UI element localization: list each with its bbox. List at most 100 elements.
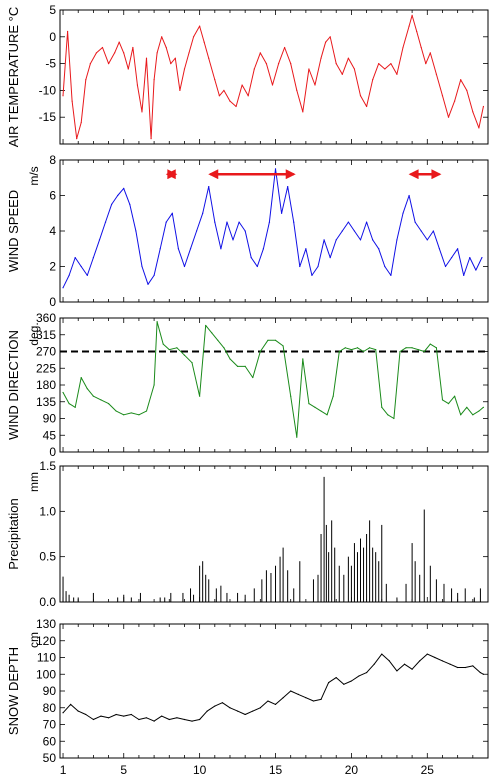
data-point <box>290 690 292 692</box>
data-point <box>417 349 419 351</box>
data-point <box>136 84 139 86</box>
data-point <box>129 203 131 205</box>
data-point <box>123 715 125 717</box>
series-line-snow_depth <box>62 653 484 722</box>
y-axis-label: SNOW DEPTH <box>6 647 21 735</box>
data-point <box>457 248 459 250</box>
data-point <box>145 410 148 412</box>
data-point <box>463 274 465 276</box>
data-point <box>317 265 319 268</box>
y-tick-label: 120 <box>36 634 56 648</box>
data-point <box>365 221 368 223</box>
data-point <box>132 46 134 49</box>
y-tick-label: 100 <box>36 667 56 681</box>
data-point <box>85 713 87 716</box>
data-point <box>238 221 240 223</box>
data-point <box>372 79 374 81</box>
data-point <box>192 36 195 38</box>
data-point <box>229 358 231 360</box>
data-point <box>74 257 76 259</box>
data-point <box>115 410 117 412</box>
data-point <box>329 257 331 259</box>
data-point <box>188 52 190 54</box>
data-point <box>62 95 64 97</box>
data-point <box>256 265 258 268</box>
data-point <box>405 347 407 349</box>
data-point <box>259 350 261 353</box>
data-point <box>435 347 437 349</box>
data-point <box>205 324 207 327</box>
data-point <box>183 68 186 70</box>
data-point <box>145 57 148 59</box>
data-point <box>472 414 474 416</box>
data-point <box>329 36 331 38</box>
data-point <box>447 116 450 118</box>
panel-wind_speed: 0 2 4 6 8 WIND SPEED m/s <box>6 153 489 309</box>
unit-label: m/s <box>27 166 41 185</box>
data-point <box>107 717 110 719</box>
data-point <box>425 63 427 65</box>
y-tick-label: 2 <box>49 260 56 274</box>
data-point <box>247 95 249 97</box>
data-point <box>297 693 299 695</box>
data-point <box>267 700 269 702</box>
x-tick-label: 20 <box>345 763 359 777</box>
y-tick-label: 80 <box>43 701 57 715</box>
panel-frame <box>59 9 489 145</box>
data-point <box>365 671 368 674</box>
data-point <box>183 354 186 356</box>
data-point <box>359 239 362 241</box>
data-point <box>268 221 271 223</box>
data-point <box>130 412 132 414</box>
data-point <box>217 339 219 341</box>
data-point <box>117 194 119 197</box>
data-point <box>356 347 359 349</box>
data-point <box>277 63 280 65</box>
data-point <box>347 57 349 59</box>
data-point <box>229 100 231 102</box>
data-point <box>365 105 368 108</box>
data-point <box>332 395 334 397</box>
data-point <box>202 212 204 214</box>
series-line-air_temperature <box>62 14 484 140</box>
data-point <box>274 339 277 341</box>
data-point <box>457 666 459 669</box>
data-point <box>211 332 213 334</box>
data-point <box>114 52 116 54</box>
y-tick-label: 315 <box>36 328 56 342</box>
unit-label: cm <box>27 632 41 648</box>
panel-frame <box>59 465 489 603</box>
data-point <box>100 715 102 717</box>
panel-precipitation: 0.0 0.5 1.0 1.5 Precipitation mm <box>6 459 489 609</box>
data-point <box>244 365 246 367</box>
data-point <box>147 283 149 285</box>
data-point <box>482 105 485 108</box>
data-point <box>262 248 264 250</box>
data-point <box>450 257 453 259</box>
data-point <box>350 349 353 351</box>
data-point <box>328 682 330 684</box>
data-point <box>118 41 120 43</box>
data-point <box>179 89 181 91</box>
data-point <box>62 712 64 714</box>
data-point <box>423 350 425 353</box>
data-point <box>299 265 301 268</box>
y-tick-label: 360 <box>36 311 56 325</box>
data-point <box>305 697 307 699</box>
data-point <box>335 63 337 65</box>
data-point <box>396 670 398 672</box>
data-point <box>287 186 289 188</box>
data-point <box>381 653 383 655</box>
data-point <box>384 68 386 70</box>
data-point <box>408 25 410 27</box>
data-point <box>350 680 353 682</box>
data-point <box>320 57 322 59</box>
data-point <box>123 52 125 54</box>
data-point <box>441 399 444 401</box>
data-point <box>302 358 304 360</box>
data-point <box>203 41 205 43</box>
data-point <box>343 683 345 685</box>
data-point <box>320 698 322 700</box>
data-point <box>469 257 471 259</box>
